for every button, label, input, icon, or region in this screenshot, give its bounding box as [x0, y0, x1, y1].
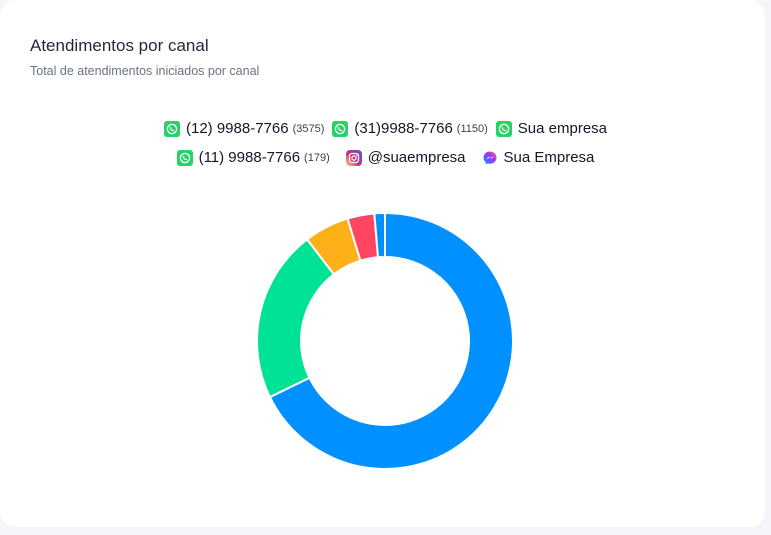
- legend-item[interactable]: (31)9988-7766 (1150): [332, 120, 488, 137]
- chart-card: Atendimentos por canal Total de atendime…: [0, 0, 765, 527]
- legend-label: (12) 9988-7766: [186, 120, 289, 137]
- whatsapp-icon: [164, 120, 180, 137]
- legend-label: (31)9988-7766: [354, 120, 453, 137]
- legend-label: (11) 9988-7766: [198, 149, 301, 166]
- donut-slice-0[interactable]: [268, 211, 514, 470]
- card-title: Atendimentos por canal: [30, 36, 209, 55]
- messenger-icon: [482, 150, 498, 166]
- legend-item[interactable]: (11) 9988-7766 (179): [176, 149, 330, 166]
- legend-row-1: (12) 9988-7766 (3575) (31)9988-7766 (115…: [0, 120, 771, 137]
- legend-item[interactable]: Sua empresa: [495, 120, 607, 137]
- whatsapp-icon: [332, 120, 349, 137]
- legend-item[interactable]: @suaempresa: [345, 149, 466, 166]
- legend-label: @suaempresa: [367, 149, 466, 166]
- legend-item[interactable]: (12) 9988-7766 (3575): [164, 120, 324, 137]
- instagram-icon: [345, 149, 362, 166]
- legend-row-2: (11) 9988-7766 (179) @suaempresa Sua Emp…: [0, 149, 771, 166]
- whatsapp-icon: [176, 149, 193, 166]
- card-subtitle: Total de atendimentos iniciados por cana…: [30, 64, 260, 78]
- donut-slice-4[interactable]: [373, 211, 386, 259]
- whatsapp-icon: [495, 120, 512, 137]
- donut-slice-1[interactable]: [256, 238, 336, 399]
- legend-count: (179): [304, 151, 330, 164]
- legend-count: (1150): [456, 122, 488, 135]
- legend-label: Sua empresa: [517, 120, 607, 137]
- legend-label: Sua Empresa: [503, 149, 595, 166]
- legend-item[interactable]: Sua Empresa: [482, 149, 595, 166]
- legend-count: (3575): [292, 122, 325, 135]
